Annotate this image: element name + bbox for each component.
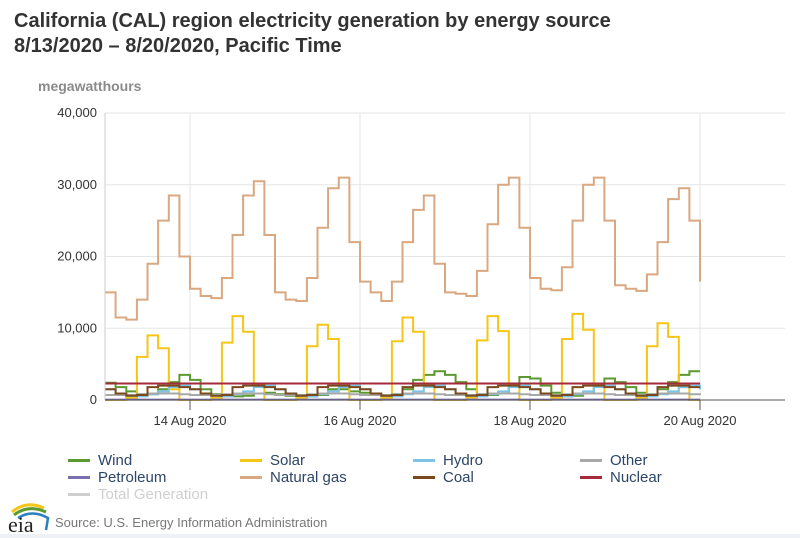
legend-swatch: [240, 476, 262, 479]
legend-label: Other: [610, 452, 648, 469]
legend-swatch: [413, 459, 435, 462]
chart-svg: 0 10,000 20,000 30,000 40,000 14 Aug 2020 16 A…: [57, 105, 785, 428]
legend-label: Natural gas: [270, 469, 347, 486]
y-tick-label: 20,000: [57, 249, 97, 264]
legend-label: Nuclear: [610, 469, 662, 486]
source-note: Source: U.S. Energy Information Administ…: [55, 515, 328, 530]
legend-swatch: [413, 476, 435, 479]
title-line: California (CAL) region electricity gene…: [14, 10, 611, 32]
chart-title: California (CAL) region electricity gene…: [14, 9, 611, 59]
eia-logo: eia: [8, 503, 50, 534]
legend-item-total-generation[interactable]: Total Generation: [68, 486, 208, 503]
subtitle-line: 8/13/2020 – 8/20/2020, Pacific Time: [14, 35, 342, 57]
legend-item-nuclear[interactable]: Nuclear: [580, 469, 662, 486]
y-tick-label: 40,000: [57, 105, 97, 120]
legend-swatch: [580, 459, 602, 462]
legend-label: Wind: [98, 452, 133, 469]
legend-swatch: [240, 459, 262, 462]
x-tick-label: 20 Aug 2020: [663, 413, 736, 428]
legend-label: Coal: [443, 469, 474, 486]
footer-bar: [0, 534, 800, 538]
legend-swatch: [580, 476, 602, 479]
legend-swatch: [68, 459, 90, 462]
series-line-coal: [105, 384, 700, 397]
y-tick-label: 0: [90, 392, 97, 407]
legend-item-petroleum[interactable]: Petroleum: [68, 469, 166, 486]
legend-swatch: [68, 493, 90, 496]
x-tick-label: 16 Aug 2020: [323, 413, 396, 428]
x-tick-label: 18 Aug 2020: [493, 413, 566, 428]
svg-text:eia: eia: [8, 512, 34, 534]
legend-item-other[interactable]: Other: [580, 452, 648, 469]
series-line-natural-gas: [105, 176, 701, 321]
y-axis-unit: megawatthours: [38, 78, 142, 94]
legend-label: Solar: [270, 452, 306, 469]
legend-item-natural-gas[interactable]: Natural gas: [240, 469, 347, 486]
legend-label: Hydro: [443, 452, 484, 469]
x-tick-label: 14 Aug 2020: [153, 413, 226, 428]
legend-label: Petroleum: [98, 469, 167, 486]
y-tick-label: 30,000: [57, 177, 97, 192]
legend-label: Total Generation: [98, 486, 209, 503]
legend-item-hydro[interactable]: Hydro: [413, 452, 483, 469]
legend-item-coal[interactable]: Coal: [413, 469, 474, 486]
legend-swatch: [68, 476, 90, 479]
y-tick-label: 10,000: [57, 320, 97, 335]
legend-item-wind[interactable]: Wind: [68, 452, 132, 469]
legend-item-solar[interactable]: Solar: [240, 452, 305, 469]
